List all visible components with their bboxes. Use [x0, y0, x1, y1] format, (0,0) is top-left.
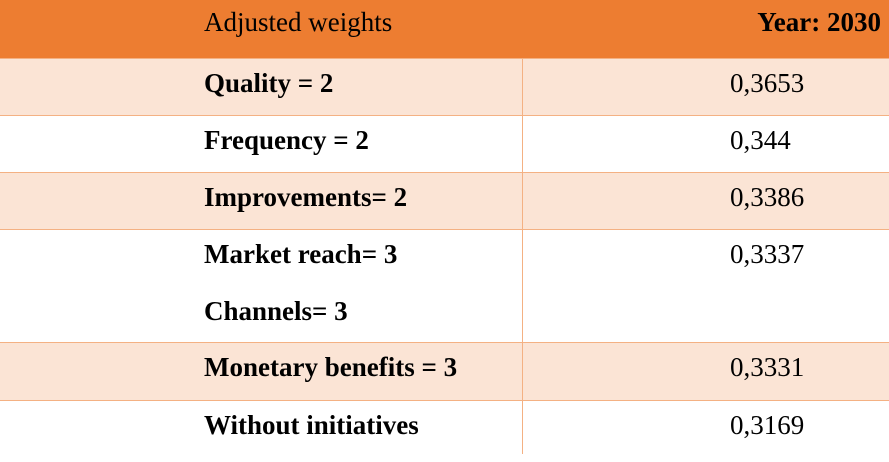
row-label: Market reach= 3 Channels= 3: [204, 234, 397, 348]
row-label: Improvements= 2: [204, 177, 407, 234]
row-label-line: Monetary benefits = 3: [204, 352, 458, 382]
row-label-line: Improvements= 2: [204, 182, 408, 212]
table-row: Improvements= 2 0,3386: [0, 172, 889, 229]
table-row: Without initiatives 0,3169: [0, 400, 889, 454]
row-label: Quality = 2: [204, 63, 333, 120]
table-row: Quality = 2 0,3653: [0, 58, 889, 115]
row-value: 0,3169: [730, 410, 805, 440]
row-label: Frequency = 2: [204, 120, 369, 177]
table-row: Monetary benefits = 3 0,3331: [0, 342, 889, 400]
row-value: 0,3653: [730, 68, 805, 98]
row-label-line: Channels= 3: [204, 296, 348, 326]
row-label: Without initiatives: [204, 405, 419, 462]
column-divider: [522, 173, 523, 229]
table-header-row: Adjusted weights Year: 2030: [0, 0, 889, 58]
row-value: 0,3337: [730, 239, 805, 269]
row-label-line: Market reach= 3: [204, 239, 398, 269]
row-label-line: Quality = 2: [204, 68, 334, 98]
row-label-line: Frequency = 2: [204, 125, 369, 155]
table-row: Frequency = 2 0,344: [0, 115, 889, 172]
column-divider: [522, 230, 523, 342]
row-value: 0,344: [730, 125, 791, 155]
header-year: Year: 2030: [757, 7, 881, 37]
column-divider: [522, 401, 523, 454]
header-adjusted-weights: Adjusted weights: [204, 7, 393, 37]
row-label-line: Without initiatives: [204, 410, 419, 440]
table-row: Market reach= 3 Channels= 3 0,3337: [0, 229, 889, 342]
row-value: 0,3331: [730, 352, 805, 382]
column-divider: [522, 116, 523, 172]
column-divider: [522, 59, 523, 115]
row-label: Monetary benefits = 3: [204, 347, 457, 404]
column-divider: [522, 343, 523, 400]
row-value: 0,3386: [730, 182, 805, 212]
